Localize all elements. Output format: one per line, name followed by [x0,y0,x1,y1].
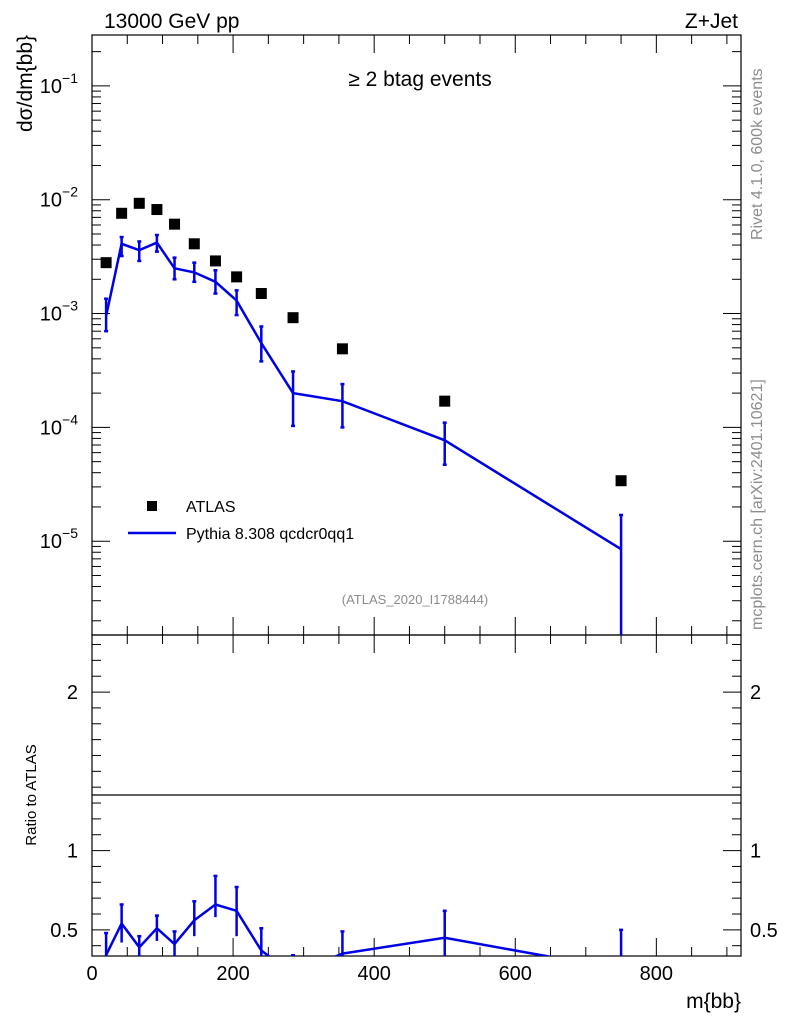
ratio-y-tick-label-right: 2 [750,682,761,704]
atlas-data-point [209,255,221,267]
x-axis-label: m{bb} [686,990,741,1013]
atlas-data-point [439,395,451,407]
ratio-x-tick-label: 400 [357,963,390,985]
main-x-ticks [91,35,728,635]
legend-label-atlas: ATLAS [186,499,236,516]
atlas-data-point [188,238,200,250]
atlas-data-point [255,288,267,300]
atlas-data-point [151,204,163,216]
atlas-data-point [133,197,145,209]
analysis-watermark: (ATLAS_2020_I1788444) [342,592,488,607]
header-process: Z+Jet [685,10,738,33]
atlas-data-point [615,475,627,487]
atlas-data-point [231,271,243,283]
main-data [100,197,627,635]
mcplots-reference: mcplots.cern.ch [arXiv:2401.10621] [749,379,766,630]
ratio-y-tick-label-right: 0.5 [750,920,778,942]
ratio-y-axis: 0.5 0.5 1 1 2 2 [50,644,778,947]
atlas-data-point [100,257,112,269]
main-y-label-base: dσ/dm{bb} [14,35,37,132]
atlas-data-point [287,312,299,324]
main-y-axis: 10−5 10−4 10−3 10−2 10−1 [40,51,741,622]
ratio-x-tick-label: 200 [216,963,249,985]
atlas-data-point [169,218,181,230]
main-y-tick-label: 10−4 [40,411,78,439]
ratio-data [104,874,624,956]
main-title: ≥ 2 btag events [348,68,491,91]
legend-label-pythia: Pythia 8.308 qcdcr0qq1 [186,526,354,543]
main-y-label: dσ/dm{bb} [14,35,37,132]
ratio-x-tick-label: 800 [640,963,673,985]
main-panel-frame [91,34,742,636]
main-y-tick-label: 10−1 [40,70,78,98]
ratio-x-axis: 0 200 400 600 800 [86,635,728,985]
rivet-info: Rivet 4.1.0, 600k events [749,68,766,240]
header-energy: 13000 GeV pp [104,10,239,33]
ratio-y-tick-label-left: 2 [67,682,78,704]
legend: ATLAS Pythia 8.308 qcdcr0qq1 [128,499,354,543]
pythia-curve [104,241,622,551]
main-y-tick-label: 10−5 [40,525,78,553]
ratio-y-label: Ratio to ATLAS [23,744,40,845]
ratio-y-tick-label-left: 1 [67,841,78,863]
ratio-x-tick-label: 600 [499,963,532,985]
legend-marker-atlas [147,501,157,511]
ratio-y-tick-label-right: 1 [750,841,761,863]
main-y-tick-label: 10−2 [40,184,78,212]
main-y-tick-label: 10−3 [40,298,78,326]
atlas-data-point [336,343,348,355]
ratio-x-tick-label: 0 [86,963,97,985]
ratio-y-tick-label-left: 0.5 [50,920,78,942]
atlas-data-point [116,207,128,219]
